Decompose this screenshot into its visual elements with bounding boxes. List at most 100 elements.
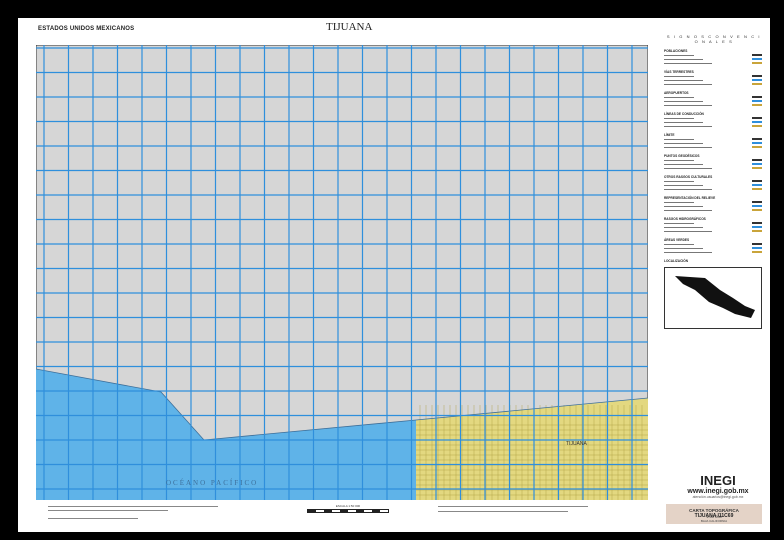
legend-entry-text <box>664 139 694 140</box>
legend-entry-text <box>664 223 694 224</box>
footer-note <box>438 506 588 507</box>
legend-entry <box>664 125 764 128</box>
legend-entry <box>664 62 764 65</box>
legend-entry-text <box>664 244 694 245</box>
legend-entry <box>664 222 764 225</box>
legend-entry-text <box>664 252 712 253</box>
legend-entry-text <box>664 248 703 249</box>
legend-symbol <box>752 58 762 60</box>
legend-entry <box>664 146 764 149</box>
legend-entry <box>664 205 764 208</box>
legend-entry <box>664 184 764 187</box>
legend-entry-text <box>664 143 703 144</box>
legend-entry-text <box>664 84 712 85</box>
footer-note <box>48 510 168 511</box>
legend-symbol <box>752 79 762 81</box>
legend-entry-text <box>664 63 712 64</box>
footer-note <box>438 511 568 512</box>
legend-section-title: REPRESENTACIÓN DEL RELIEVE <box>664 196 716 200</box>
legend-entry-text <box>664 55 694 56</box>
legend-symbol <box>752 100 762 102</box>
legend-entry-text <box>664 227 703 228</box>
legend-entry <box>664 159 764 162</box>
legend-entry <box>664 247 764 250</box>
legend-entry-text <box>664 126 712 127</box>
utm-grid <box>36 45 648 500</box>
legend-title: S I G N O S C O N V E N C I O N A L E S <box>666 34 762 44</box>
legend-section-title: AEROPUERTOS <box>664 91 689 95</box>
sheet-state: BAJA CALIFORNIA <box>700 519 728 523</box>
legend-entry <box>664 201 764 204</box>
legend-entry <box>664 121 764 124</box>
legend-entry-text <box>664 231 712 232</box>
legend-symbol <box>752 75 762 77</box>
legend-entry <box>664 104 764 107</box>
legend-symbol <box>752 117 762 119</box>
legend-symbol <box>752 142 762 144</box>
ocean-area <box>36 369 416 500</box>
legend-entry-text <box>664 202 694 203</box>
legend-entry <box>664 83 764 86</box>
legend-symbol <box>752 104 762 106</box>
legend-symbol <box>752 125 762 127</box>
footer-note <box>48 506 218 507</box>
legend-entry-text <box>664 118 694 119</box>
legend-symbol <box>752 96 762 98</box>
legend-entry <box>664 100 764 103</box>
legend-symbol <box>752 180 762 182</box>
legend-entry <box>664 58 764 61</box>
legend-symbol <box>752 209 762 211</box>
sheet-identifier: TIJUANA I11C69 BAJA CALIFORNIA <box>664 513 764 523</box>
legend-symbol <box>752 121 762 123</box>
legend-entry-text <box>664 76 694 77</box>
city-label: TIJUANA <box>566 441 588 447</box>
legend-entry <box>664 230 764 233</box>
legend-entry-text <box>664 97 694 98</box>
inegi-branding: INEGI www.inegi.gob.mx atención.usuarios… <box>682 473 754 513</box>
legend-section-title: PUNTOS GEODÉSICOS <box>664 154 700 158</box>
legend-symbol <box>752 230 762 232</box>
topographic-map[interactable]: OCÉANO PACÍFICO TIJUANA <box>36 45 648 500</box>
legend-symbol <box>752 222 762 224</box>
ocean-label: OCÉANO PACÍFICO <box>166 479 258 487</box>
legend-entry-text <box>664 160 694 161</box>
legend-entry <box>664 243 764 246</box>
legend-section-title: VÍAS TERRESTRES <box>664 70 694 74</box>
scale-bar-block: ESCALA 1:50 000 <box>298 504 398 514</box>
map-title: TIJUANA <box>326 21 373 33</box>
inegi-url[interactable]: www.inegi.gob.mx <box>687 488 749 495</box>
inegi-logo: INEGI <box>700 473 736 488</box>
map-sheet: ESTADOS UNIDOS MEXICANOS TIJUANA OCÉANO … <box>18 18 770 532</box>
legend-symbol <box>752 159 762 161</box>
legend-entry-text <box>664 181 694 182</box>
legend-panel: S I G N O S C O N V E N C I O N A L E S … <box>664 30 764 526</box>
legend-symbol <box>752 201 762 203</box>
legend-entry <box>664 96 764 99</box>
legend-entry <box>664 251 764 254</box>
carta-title: CARTA TOPOGRÁFICA <box>689 508 739 513</box>
legend-symbol <box>752 163 762 165</box>
legend-entry <box>664 138 764 141</box>
legend-symbol <box>752 205 762 207</box>
legend-entry-text <box>664 168 712 169</box>
legend-section-title: ÁREAS VERDES <box>664 238 690 242</box>
legend-symbol <box>752 167 762 169</box>
legend-symbol <box>752 251 762 253</box>
legend-symbol <box>752 138 762 140</box>
legend-section-title: LOCALIZACIÓN <box>664 259 689 263</box>
legend-entry-text <box>664 122 703 123</box>
scale-bar <box>307 509 389 513</box>
legend-entry-text <box>664 101 703 102</box>
legend-entry <box>664 209 764 212</box>
legend-entry <box>664 226 764 229</box>
legend-symbol <box>752 54 762 56</box>
legend-entry-text <box>664 185 703 186</box>
legend-symbol <box>752 62 762 64</box>
legend-section-title: RASGOS HIDROGRÁFICOS <box>664 217 706 221</box>
legend-entry-text <box>664 105 712 106</box>
legend-entry <box>664 180 764 183</box>
legend-entry-text <box>664 206 703 207</box>
legend-symbol <box>752 83 762 85</box>
location-map <box>664 267 762 329</box>
legend-symbol <box>752 226 762 228</box>
